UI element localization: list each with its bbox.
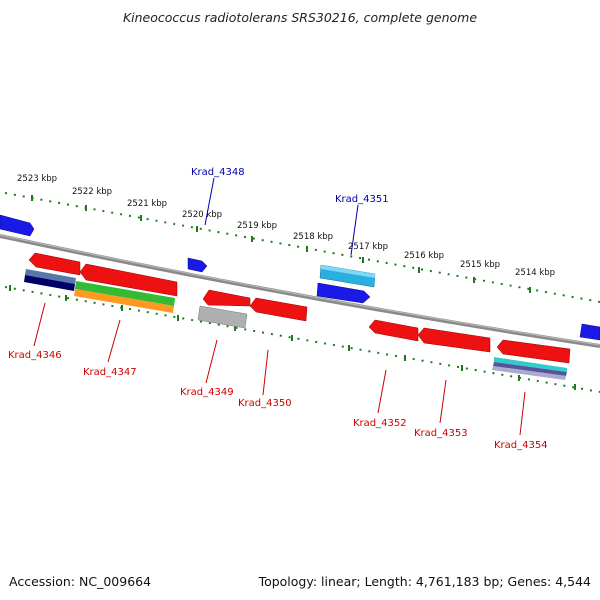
leader-krad4351 <box>350 204 359 256</box>
gene-label-krad4346[interactable]: Krad_4346 <box>8 350 62 361</box>
domain-band-green <box>75 281 175 306</box>
gene-krad4346-domains <box>24 269 76 291</box>
gene-krad4347-red[interactable] <box>79 263 178 297</box>
reverse-strand-features <box>24 252 571 380</box>
gene-label-krad4350[interactable]: Krad_4350 <box>238 398 292 409</box>
gene-krad4354-domains <box>492 357 567 380</box>
gene-label-krad4347[interactable]: Krad_4347 <box>83 367 137 378</box>
domain-band-orange <box>74 289 174 313</box>
gene-label-krad4351[interactable]: Krad_4351 <box>335 194 389 205</box>
genome-backbone-highlight <box>0 234 600 346</box>
scale-label: 2521 kbp <box>127 199 167 209</box>
scale-label: 2514 kbp <box>515 268 555 278</box>
gene-krad4346-red[interactable] <box>28 252 81 276</box>
lower-scale-major-ticks <box>9 285 576 390</box>
gene-krad4347-domains <box>74 281 175 313</box>
gene-krad4350-red[interactable] <box>249 297 308 322</box>
topology-text: Topology: linear; Length: 4,761,183 bp; … <box>258 574 591 589</box>
scale-label: 2515 kbp <box>460 260 500 270</box>
scale-label: 2519 kbp <box>237 221 277 231</box>
leader-krad4353 <box>439 379 447 424</box>
leader-krad4350 <box>262 349 269 396</box>
genome-backbone <box>0 234 600 348</box>
upper-scale-major-ticks <box>31 195 531 293</box>
upper-scale-dotted-line <box>4 192 600 303</box>
gene-krad4353-red[interactable] <box>417 327 491 353</box>
gene-krad4349-red[interactable] <box>202 289 251 307</box>
scale-label: 2520 kbp <box>182 210 222 220</box>
gene-krad4351-arrow[interactable] <box>316 282 371 304</box>
leader-krad4348 <box>204 177 215 226</box>
gene-krad4349-gray[interactable] <box>197 305 248 329</box>
gene-krad4352-red[interactable] <box>368 319 419 342</box>
map-title: Kineococcus radiotolerans SRS30216, comp… <box>123 10 477 25</box>
label-leader-lines <box>33 177 526 436</box>
domain-band-slate <box>493 362 567 376</box>
gene-krad4351-cyan-highlight <box>321 265 375 278</box>
domain-band-silver <box>492 366 566 380</box>
leader-krad4354 <box>519 391 526 436</box>
leader-krad4346 <box>33 302 46 347</box>
gene-label-krad4354[interactable]: Krad_4354 <box>494 440 548 451</box>
gene-krad4348-arrow[interactable] <box>187 257 208 273</box>
gene-arrow-forward[interactable] <box>0 214 35 237</box>
gene-label-krad4353[interactable]: Krad_4353 <box>414 428 468 439</box>
accession-text: Accession: NC_009664 <box>9 574 151 589</box>
scale-label: 2516 kbp <box>404 251 444 261</box>
gene-label-krad4349[interactable]: Krad_4349 <box>180 387 234 398</box>
scale-label: 2518 kbp <box>293 232 333 242</box>
upper-scale-ruler <box>4 192 600 303</box>
domain-band-navy <box>24 275 75 291</box>
leader-krad4347 <box>107 319 121 363</box>
gene-arrow-forward-right-edge[interactable] <box>579 323 600 341</box>
gene-label-krad4352[interactable]: Krad_4352 <box>353 418 407 429</box>
lower-scale-ruler <box>4 285 600 393</box>
scale-label: 2517 kbp <box>348 242 388 252</box>
forward-strand-features <box>0 214 600 341</box>
scale-label: 2523 kbp <box>17 174 57 184</box>
domain-band-steelblue <box>25 269 76 284</box>
leader-krad4352 <box>377 369 387 414</box>
domain-band-teal <box>494 357 567 372</box>
scale-label: 2522 kbp <box>72 187 112 197</box>
lower-scale-dotted-line <box>4 286 600 393</box>
gene-labels: Krad_4348 Krad_4351 Krad_4346 Krad_4347 … <box>8 167 548 451</box>
gene-krad4354-red[interactable] <box>496 339 571 364</box>
scale-labels: 2523 kbp 2522 kbp 2521 kbp 2520 kbp 2519… <box>17 174 555 278</box>
gene-label-krad4348[interactable]: Krad_4348 <box>191 167 245 178</box>
leader-krad4349 <box>205 339 218 384</box>
